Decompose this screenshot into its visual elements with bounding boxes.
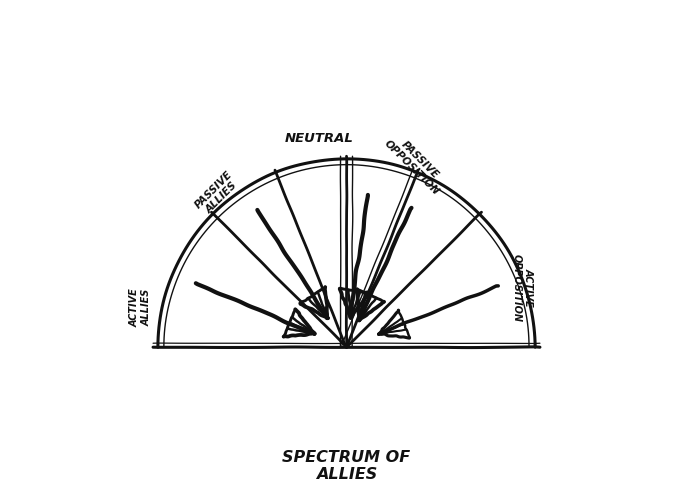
Text: SPECTRUM OF
ALLIES: SPECTRUM OF ALLIES <box>283 450 410 483</box>
Text: ACTIVE
ALLIES: ACTIVE ALLIES <box>130 288 152 327</box>
Text: NEUTRAL: NEUTRAL <box>285 132 353 145</box>
Text: PASSIVE
ALLIES: PASSIVE ALLIES <box>193 169 243 218</box>
Text: ACTIVE
OPPOSITION: ACTIVE OPPOSITION <box>511 253 534 322</box>
Text: PASSIVE
OPPOSITION: PASSIVE OPPOSITION <box>383 130 449 197</box>
